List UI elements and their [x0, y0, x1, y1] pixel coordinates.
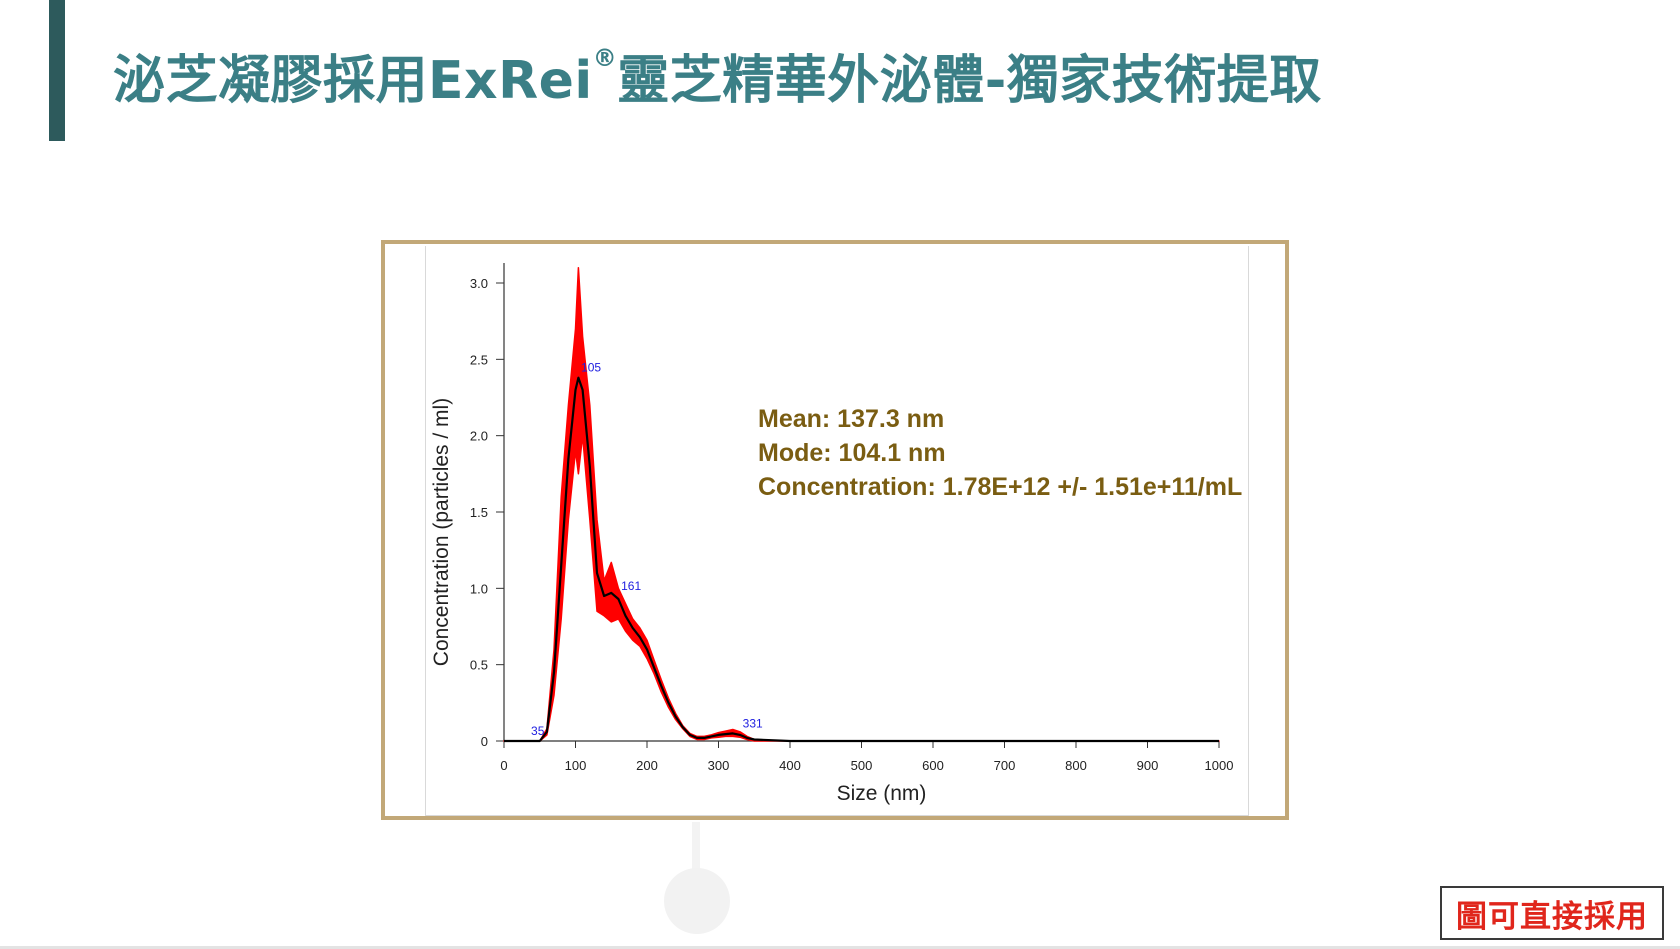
x-tick-label: 200 — [636, 758, 658, 773]
error-band — [503, 266, 1220, 742]
chart-frame — [381, 240, 1289, 820]
stat-mode: Mode: 104.1 nm — [758, 439, 946, 467]
y-tick-label: 0.5 — [470, 658, 488, 673]
y-tick-label: 0 — [481, 734, 488, 749]
x-tick-label: 1000 — [1205, 758, 1234, 773]
y-tick-label: 2.5 — [470, 352, 488, 367]
y-tick-label: 2.0 — [470, 429, 488, 444]
x-axis-title: Size (nm) — [837, 782, 927, 805]
x-tick-label: 100 — [565, 758, 587, 773]
y-tick-label: 1.0 — [470, 581, 488, 596]
bottom-divider — [0, 946, 1680, 949]
y-axis-title: Concentration (particles / ml) — [430, 398, 453, 666]
x-tick-label: 400 — [779, 758, 801, 773]
mean-line — [504, 376, 1219, 743]
chart-inner-panel — [425, 246, 1249, 816]
title-rest: 靈芝精華外泌體-獨家技術提取 — [617, 51, 1322, 111]
stat-mean: Mean: 137.3 nm — [758, 405, 945, 433]
x-tick-label: 500 — [851, 758, 873, 773]
x-tick-label: 600 — [922, 758, 944, 773]
x-tick-label: 700 — [994, 758, 1016, 773]
x-tick-label: 0 — [500, 758, 507, 773]
title-accent-bar — [49, 0, 65, 141]
x-tick-label: 300 — [708, 758, 730, 773]
title-main: 泌芝凝膠採用ExRei — [113, 51, 593, 111]
stat-concentration: Concentration: 1.78E+12 +/- 1.51e+11/mL — [758, 473, 1243, 501]
decor-circle — [664, 868, 730, 934]
registered-mark: ® — [592, 44, 618, 72]
y-tick-label: 1.5 — [470, 505, 488, 520]
peak-label: 331 — [743, 716, 763, 730]
usage-note-badge: 圖可直接採用 — [1440, 886, 1664, 940]
x-tick-label: 900 — [1137, 758, 1159, 773]
slide-title: 泌芝凝膠採用ExRei®靈芝精華外泌體-獨家技術提取 — [113, 38, 1322, 113]
peak-label: 105 — [581, 361, 601, 375]
y-tick-label: 3.0 — [470, 276, 488, 291]
peak-label: 35 — [531, 724, 545, 738]
decor-stem — [692, 822, 700, 872]
x-tick-label: 800 — [1065, 758, 1087, 773]
peak-label: 161 — [621, 579, 641, 593]
